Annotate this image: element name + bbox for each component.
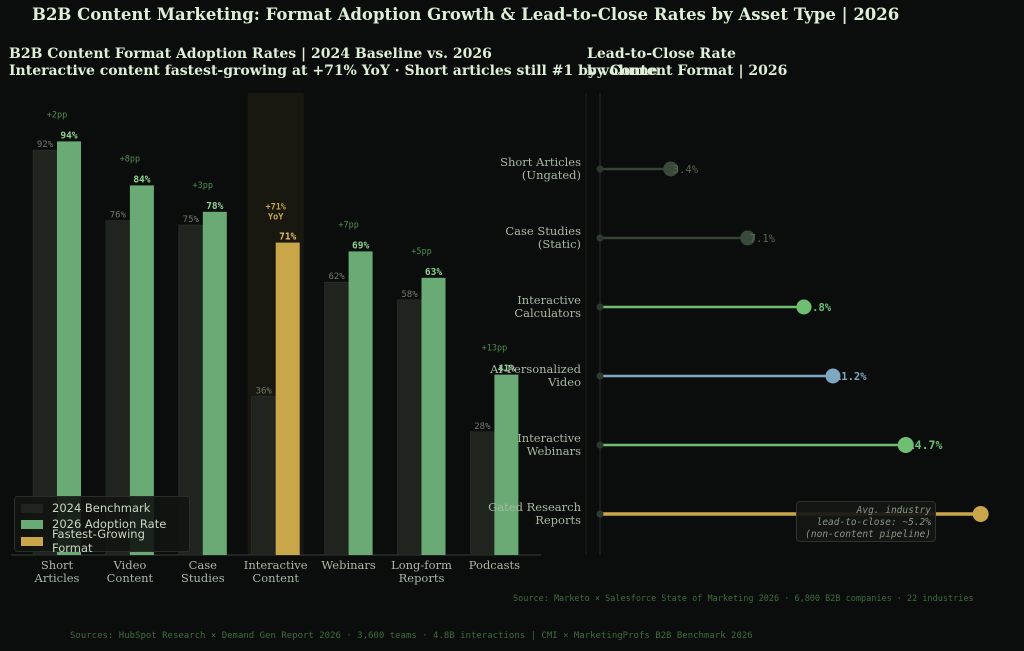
- bar-2026: [348, 251, 373, 555]
- left-chart-title: B2B Content Format Adoption Rates | 2024…: [9, 46, 492, 62]
- delta-label: +7pp: [338, 220, 358, 230]
- lollipop-dot: [825, 368, 841, 384]
- source-note-right: Source: Marketo × Salesforce State of Ma…: [513, 594, 974, 604]
- bar-2024: [470, 431, 495, 556]
- right-chart-title: Lead-to-Close Rate: [587, 46, 736, 62]
- bar-2024: [397, 299, 422, 556]
- bar-2026: [129, 185, 154, 555]
- delta-label: +71% YoY: [265, 203, 286, 223]
- lollipop-value-label: 3.4%: [673, 164, 699, 176]
- bar-2026: [202, 211, 227, 556]
- legend-label: 2026 Adoption Rate: [52, 517, 167, 531]
- x-tick-label: Podcasts: [469, 558, 520, 572]
- lollipop-base: [596, 441, 604, 449]
- delta-label: +13pp: [482, 344, 508, 354]
- x-tick-label: Case Studies: [181, 558, 225, 585]
- legend: 2024 Benchmark 2026 Adoption Rate Fastes…: [14, 496, 190, 555]
- legend-item-benchmark: 2024 Benchmark: [21, 501, 150, 515]
- lollipop-dot: [897, 437, 914, 453]
- lollipop-dot: [663, 161, 679, 177]
- delta-label: +8pp: [120, 154, 140, 164]
- x-tick-label: Interactive Content: [244, 558, 308, 585]
- delta-label: +2pp: [47, 110, 67, 120]
- lollipop-dot: [740, 230, 756, 246]
- y-tick-label: AI-Personalized Video: [489, 362, 582, 389]
- adoption-bar-chart: 92% 94% +2pp Short Articles 76% 84% +8pp Video Co…: [11, 93, 541, 585]
- lollipop-base: [596, 165, 604, 173]
- source-note-bottom: Sources: HubSpot Research × Demand Gen R…: [70, 631, 753, 641]
- bar-label-2026: 69%: [352, 240, 369, 251]
- lollipop-base: [596, 234, 604, 242]
- lollipop-dot: [972, 506, 989, 522]
- bar-2026: [275, 242, 300, 555]
- y-tick-label: Interactive Webinars: [517, 431, 581, 458]
- main-title: B2B Content Marketing: Format Adoption G…: [32, 5, 900, 24]
- delta-label: +5pp: [411, 247, 431, 257]
- bar-label-2024: 36%: [256, 387, 273, 397]
- lollipop-value-label: 9.8%: [806, 302, 832, 314]
- legend-swatch: [21, 536, 43, 546]
- lollipop-base: [596, 510, 604, 518]
- annotation-line: (non-content pipeline): [805, 529, 931, 540]
- bar-2026: [421, 277, 446, 555]
- bar-2024: [324, 281, 349, 556]
- bar-label-2026: 78%: [206, 201, 223, 212]
- lollipop-base: [596, 303, 604, 311]
- x-tick-label: Long-form Reports: [391, 558, 452, 585]
- legend-swatch: [21, 503, 43, 513]
- y-tick-label: Case Studies (Static): [505, 224, 581, 251]
- y-tick-label: Interactive Calculators: [514, 293, 581, 320]
- lollipop-value-label: 14.7%: [908, 438, 943, 452]
- bar-2024: [32, 149, 58, 556]
- bar-2026: [57, 141, 81, 555]
- legend-item-adoption: 2026 Adoption Rate: [21, 517, 166, 531]
- bar-label-2024: 28%: [474, 422, 491, 432]
- bar-label-2026: 41%: [498, 364, 515, 375]
- lollipop-value-label: 11.2%: [835, 371, 867, 383]
- bar-label-2024: 92%: [37, 140, 54, 150]
- y-tick-label: Short Articles (Ungated): [500, 155, 581, 182]
- bar-label-2026: 84%: [133, 174, 150, 185]
- annotation-line: Avg. industry: [856, 505, 931, 516]
- x-tick-label: Short Articles: [34, 558, 80, 585]
- left-chart-subtitle: Interactive content fastest-growing at +…: [9, 63, 658, 79]
- annotation-line: lead-to-close: ~5.2%: [816, 517, 931, 528]
- industry-average-annotation: Avg. industry lead-to-close: ~5.2% (non-…: [796, 501, 936, 542]
- lollipop-value-label: 7.1%: [750, 233, 776, 245]
- bar-2026: [494, 374, 519, 555]
- legend-label: 2024 Benchmark: [52, 501, 151, 515]
- lollipop-base: [596, 372, 604, 380]
- bar-2024: [251, 396, 276, 556]
- legend-item-fastest: Fastest-Growing Format: [21, 527, 189, 555]
- x-tick-label: Webinars: [321, 558, 375, 572]
- legend-label: Fastest-Growing Format: [52, 527, 145, 555]
- lollipop-dot: [796, 299, 812, 315]
- legend-swatch: [21, 519, 43, 529]
- bar-label-2026: 63%: [425, 267, 442, 278]
- bar-label-2024: 76%: [110, 211, 127, 221]
- bar-label-2026: 94%: [60, 130, 77, 141]
- bar-label-2024: 75%: [183, 215, 200, 225]
- delta-label: +3pp: [193, 181, 213, 191]
- bar-label-2024: 62%: [328, 272, 345, 282]
- bar-label-2026: 71%: [279, 232, 296, 243]
- x-tick-label: Video Content: [107, 558, 154, 585]
- y-tick-label: Gated Research Reports: [488, 500, 581, 527]
- lead-to-close-lollipop-chart: 3.4% Short Articles (Ungated) 7.1% Case Stud…: [488, 93, 989, 555]
- right-chart-subtitle: by Content Format | 2026: [587, 63, 788, 79]
- bar-label-2024: 58%: [401, 290, 418, 300]
